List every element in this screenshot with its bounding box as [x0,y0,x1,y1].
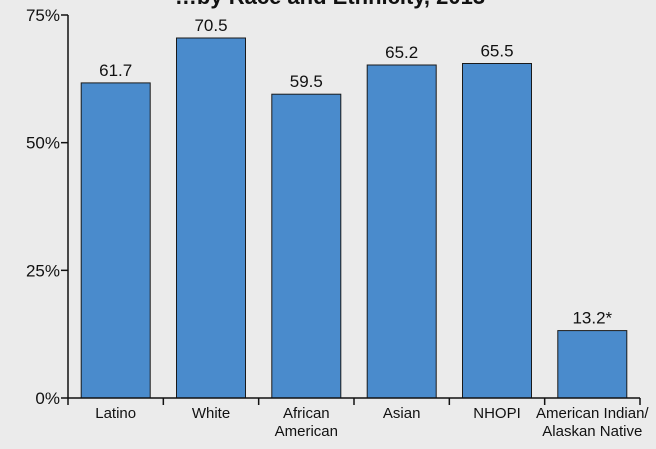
bar-4 [462,63,532,399]
category-label-4: NHOPI [473,405,521,422]
data-label-1: 70.5 [194,16,227,35]
y-tick-label-3: 75% [26,6,60,25]
data-label-3: 65.2 [385,43,418,62]
y-tick-label-2: 50% [26,134,60,153]
data-label-0: 61.7 [99,61,132,80]
bars-group [80,37,628,399]
category-label-1: White [192,405,230,422]
axes-group: 0% 25% 50% 75% [26,6,641,408]
bar-5 [557,330,628,399]
bar-1 [176,37,246,399]
bar-2 [271,93,342,399]
category-label-2: African American [275,405,338,440]
bar-3 [366,64,437,399]
category-label-5: American Indian/Alaskan Native [536,405,649,440]
data-label-2: 59.5 [290,72,323,91]
category-label-0: Latino [95,405,136,422]
chart-title: …by Race and Ethnicity, 2013 [175,0,485,9]
category-labels-group: Latino White African American Asian NHOPI Amer… [95,405,649,440]
y-tick-label-0: 0% [35,389,60,408]
data-label-4: 65.5 [480,42,513,61]
category-label-3: Asian [383,405,421,422]
data-labels-group: 61.7 70.5 59.5 65.2 65.5 13.2* [99,16,612,328]
data-label-5: 13.2* [572,309,612,328]
y-tick-label-1: 25% [26,261,60,280]
bar-0 [80,82,151,399]
